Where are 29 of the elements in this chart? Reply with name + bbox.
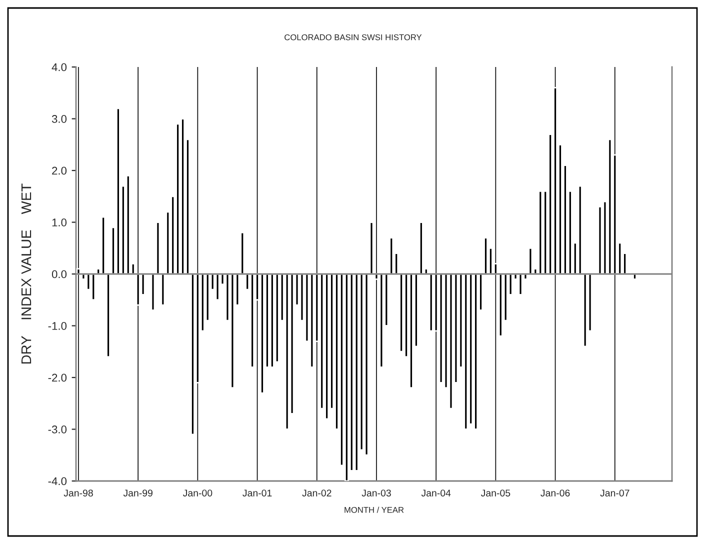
bar <box>156 222 160 275</box>
y-tick-label: 2.0 <box>52 166 67 175</box>
x-tick-label: Jan-98 <box>64 490 93 496</box>
x-tick-label: Jan-00 <box>182 490 212 496</box>
x-tick-label: Jan-05 <box>480 490 510 496</box>
y-tick-label: 4.0 <box>52 63 67 72</box>
bar <box>369 222 374 275</box>
bar <box>106 273 110 358</box>
y-tick-label: 3.0 <box>52 115 67 123</box>
y-tick-label: -2.0 <box>48 374 67 382</box>
y-tick-label: -1.0 <box>48 322 67 330</box>
chart-title: COLORADO BASIN SWSI HISTORY <box>284 34 422 40</box>
x-tick-label: Jan-01 <box>242 490 272 496</box>
y-tick-label: -3.0 <box>48 426 67 434</box>
bar <box>160 273 166 306</box>
y-axis-title: DRY INDEX VALUE WET <box>22 184 32 364</box>
bar <box>240 232 245 275</box>
bar <box>632 273 637 280</box>
y-tick-label: 1.0 <box>52 218 67 226</box>
x-tick-label: Jan-99 <box>123 490 152 496</box>
x-tick-label: Jan-03 <box>362 490 391 496</box>
bar <box>150 273 156 311</box>
y-tick-label: 0.0 <box>52 270 67 278</box>
y-tick-label: -4.0 <box>48 477 67 486</box>
x-tick-label: Jan-07 <box>600 490 630 496</box>
x-tick-label: Jan-02 <box>302 490 332 496</box>
x-tick-label: Jan-06 <box>540 490 570 496</box>
x-tick-label: Jan-04 <box>421 490 451 496</box>
x-axis-title: MONTH / YEAR <box>344 506 404 513</box>
